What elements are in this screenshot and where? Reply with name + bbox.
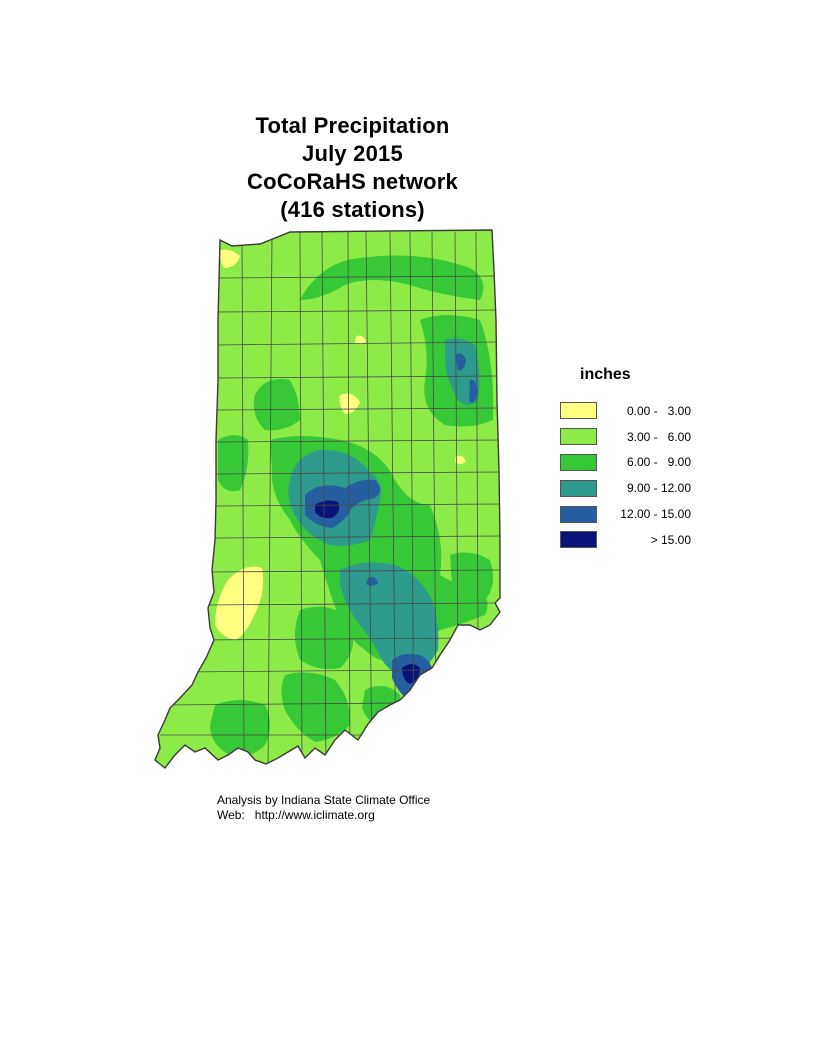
- legend-swatch: [560, 428, 597, 446]
- legend-item: 0.00 - 3.00: [560, 398, 700, 424]
- legend-item: 6.00 - 9.00: [560, 450, 700, 476]
- legend-swatch: [560, 479, 597, 497]
- title-line-3: CoCoRaHS network: [247, 169, 458, 194]
- legend-swatch: [560, 453, 597, 471]
- county-boundaries: [160, 231, 500, 768]
- legend-label: 6.00 - 9.00: [626, 455, 691, 470]
- legend-swatch: [560, 505, 597, 523]
- credit-web: Web: http://www.iclimate.org: [217, 808, 375, 822]
- title-line-2: July 2015: [302, 141, 403, 166]
- legend-item: 3.00 - 6.00: [560, 424, 700, 450]
- legend-rows: 0.00 - 3.00 3.00 - 6.00 6.00 - 9.00 9.00 - …: [560, 398, 700, 553]
- credits: Analysis by Indiana State Climate Office…: [217, 793, 430, 823]
- legend-item: 12.00 - 15.00: [560, 501, 700, 527]
- legend: inches 0.00 - 3.00 3.00 - 6.00 6.00 - 9.00…: [560, 366, 700, 553]
- legend-label: 0.00 - 3.00: [626, 403, 691, 418]
- title-line-4: (416 stations): [280, 197, 425, 222]
- legend-label: 9.00 - 12.00: [626, 481, 691, 496]
- legend-swatch: [560, 402, 597, 420]
- legend-swatch: [560, 531, 597, 549]
- title-line-1: Total Precipitation: [255, 113, 450, 138]
- map-title: Total Precipitation July 2015 CoCoRaHS n…: [200, 112, 505, 224]
- credit-analysis: Analysis by Indiana State Climate Office: [217, 793, 431, 807]
- legend-item: > 15.00: [560, 527, 700, 553]
- legend-item: 9.00 - 12.00: [560, 475, 700, 501]
- legend-label: 3.00 - 6.00: [626, 429, 691, 444]
- legend-label: > 15.00: [650, 532, 691, 547]
- legend-title: inches: [580, 366, 631, 383]
- legend-label: 12.00 - 15.00: [620, 507, 691, 522]
- precip-fill-layer: [155, 230, 500, 768]
